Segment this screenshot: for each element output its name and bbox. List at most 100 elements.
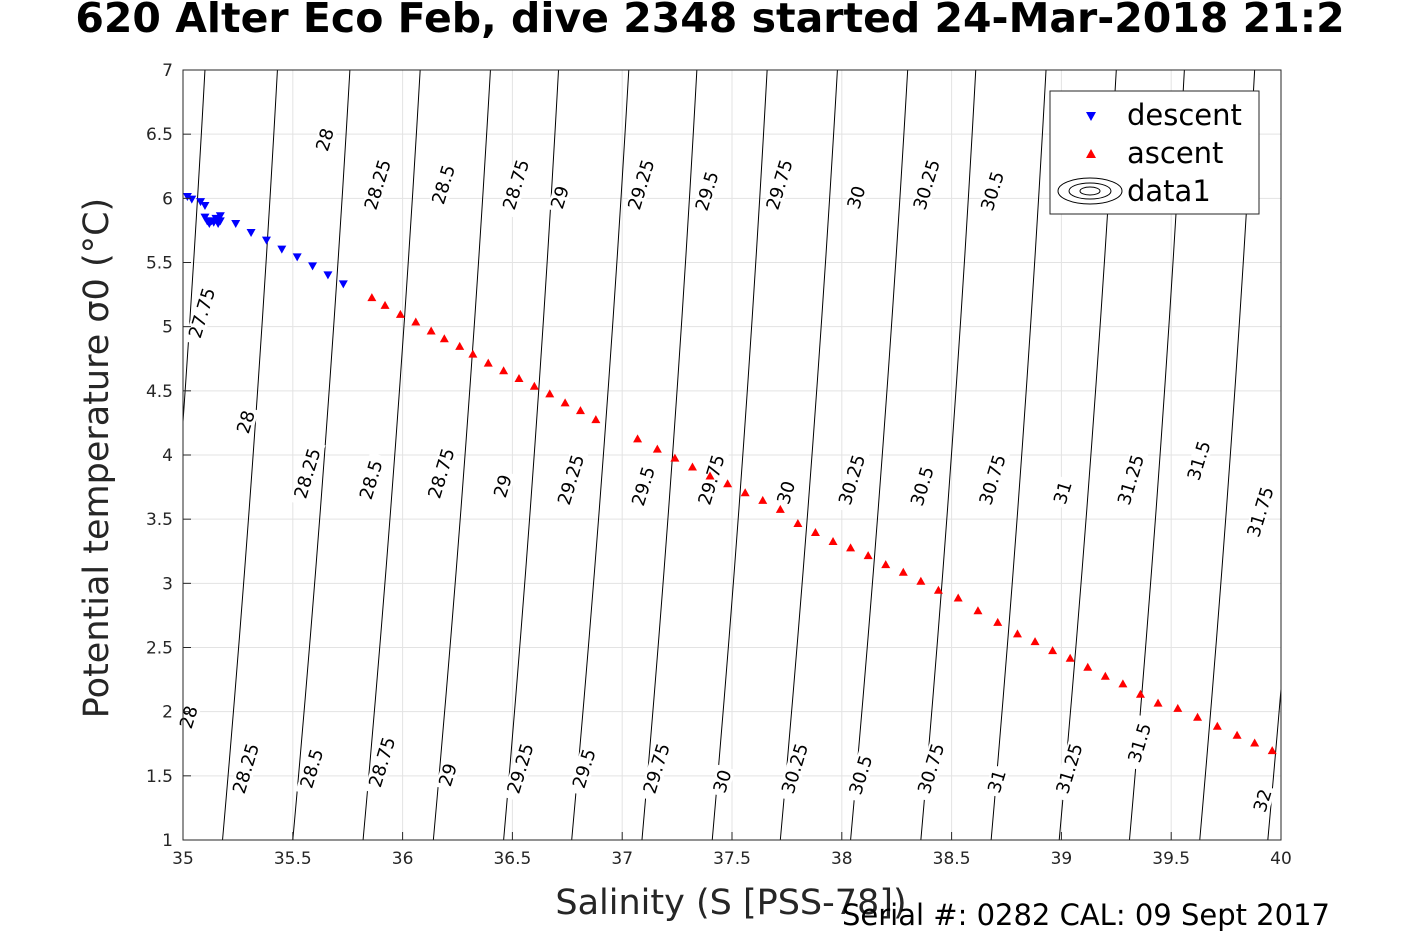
contour-line: [1338, 70, 1393, 840]
contour-label: 30.25: [777, 735, 813, 802]
ascent-point: [828, 536, 838, 545]
contour-label: 28.5: [354, 452, 388, 508]
descent-point: [246, 228, 256, 237]
contour-line: [503, 70, 560, 840]
contour-label-text: 30.5: [977, 169, 1009, 213]
contour-label: 30: [709, 764, 736, 798]
x-tick-label: 38.5: [933, 849, 971, 869]
contour-label-text: 29.75: [694, 452, 729, 507]
ascent-point: [1267, 746, 1277, 755]
ascent-point: [723, 479, 733, 488]
contour-label: 30: [773, 476, 800, 510]
contour-line: [292, 70, 351, 840]
ascent-point: [591, 415, 601, 424]
ascent-point: [1065, 653, 1075, 662]
contour-label: 29.75: [638, 735, 675, 802]
contour-label: 31.75: [1242, 478, 1279, 546]
contour-label-text: 28.25: [361, 157, 396, 212]
ascent-point: [1212, 721, 1222, 730]
legend-box: [1049, 90, 1260, 215]
contour-label-bg: [547, 180, 573, 215]
contour-label-text: 28.5: [296, 746, 328, 790]
y-tick-label: 4: [162, 446, 173, 466]
ascent-point: [953, 593, 963, 602]
y-tick-label: 1: [162, 831, 173, 851]
ascent-point: [652, 444, 662, 453]
contour-line: [362, 70, 421, 840]
descent-point: [215, 212, 225, 221]
ascent-point: [863, 551, 873, 560]
contour-label-text: 29.75: [763, 157, 798, 212]
contour-label: 29.75: [693, 446, 730, 514]
contour-label-text: 30.25: [835, 452, 870, 507]
contour-label: 29.75: [761, 151, 798, 218]
descent-point: [187, 195, 197, 204]
contour-label: 30.5: [844, 747, 877, 803]
contour-label-bg: [359, 151, 396, 218]
contour-label: 29.25: [553, 446, 589, 514]
ascent-point: [1193, 712, 1203, 721]
contour-label-text: 28.75: [499, 157, 534, 212]
contour-label: 31.5: [1182, 432, 1216, 489]
contour-label-text: 31.5: [1184, 438, 1216, 482]
serial-cal-footer: Serial #: 0282 CAL: 09 Sept 2017: [842, 898, 1330, 932]
contour-label: 29.25: [623, 151, 660, 218]
legend-descent-marker: [1086, 112, 1096, 121]
contour-label-bg: [295, 740, 329, 797]
x-tick-label: 39.5: [1152, 849, 1190, 869]
contour-label: 29.5: [690, 163, 724, 219]
contour-label-bg: [553, 446, 589, 514]
contour-label: 28: [312, 123, 339, 157]
contour-label-bg: [638, 735, 675, 802]
ascent-point: [1135, 689, 1145, 698]
contour-label: 28: [233, 405, 260, 439]
contour-label-bg: [289, 440, 326, 507]
contour-label-bg: [984, 764, 1010, 798]
contour-label-text: 31.25: [1114, 452, 1149, 507]
data-series: [182, 193, 1277, 755]
contour-label-bg: [1249, 784, 1276, 818]
contour-label: 29.25: [502, 735, 539, 802]
contour-label-bg: [184, 279, 221, 347]
x-tick-label: 35.5: [274, 849, 312, 869]
contour-label-bg: [906, 458, 939, 514]
x-tick-label: 36.5: [493, 849, 531, 869]
contour-label-bg: [976, 163, 1009, 219]
contour-label-text: 28.25: [290, 446, 325, 501]
ascent-point: [1250, 738, 1260, 747]
contour-label-bg: [1050, 476, 1076, 510]
contour-label: 29: [435, 758, 462, 792]
contour-label-text: 30.75: [976, 452, 1011, 507]
ascent-point: [529, 381, 539, 390]
y-tick-label: 3.5: [146, 510, 173, 530]
contour-label-bg: [709, 764, 736, 798]
ascent-point: [545, 389, 555, 398]
ascent-point: [367, 293, 377, 302]
contour-label-bg: [693, 446, 730, 514]
contour-label-bg: [623, 151, 660, 218]
ascent-point: [380, 300, 390, 309]
contour-label-bg: [228, 735, 264, 802]
contour-label-text: 31.5: [1124, 721, 1156, 765]
contour-label-bg: [690, 163, 724, 219]
x-axis-label: Salinity (S [PSS-78]): [555, 883, 906, 923]
contour-label: 29: [547, 180, 574, 215]
contour-label-bg: [176, 700, 202, 734]
legend: descent ascent data1: [1049, 90, 1260, 215]
ascent-point: [687, 462, 697, 471]
ascent-point: [1048, 646, 1058, 655]
ascent-point: [670, 453, 680, 462]
ascent-point: [1100, 671, 1110, 680]
contour-line: [183, 70, 206, 429]
ascent-point: [1030, 637, 1040, 646]
contour-label-bg: [761, 151, 798, 218]
descent-point: [338, 280, 348, 289]
contour-label-bg: [1242, 478, 1279, 546]
contour-label: 31.25: [1113, 446, 1149, 514]
contour-label-bg: [1123, 715, 1157, 771]
ascent-point: [1232, 730, 1242, 739]
contour-label-text: 29.5: [569, 746, 601, 790]
ascent-point: [933, 585, 943, 594]
ascent-point: [575, 406, 585, 415]
contour-label-bg: [502, 735, 539, 802]
